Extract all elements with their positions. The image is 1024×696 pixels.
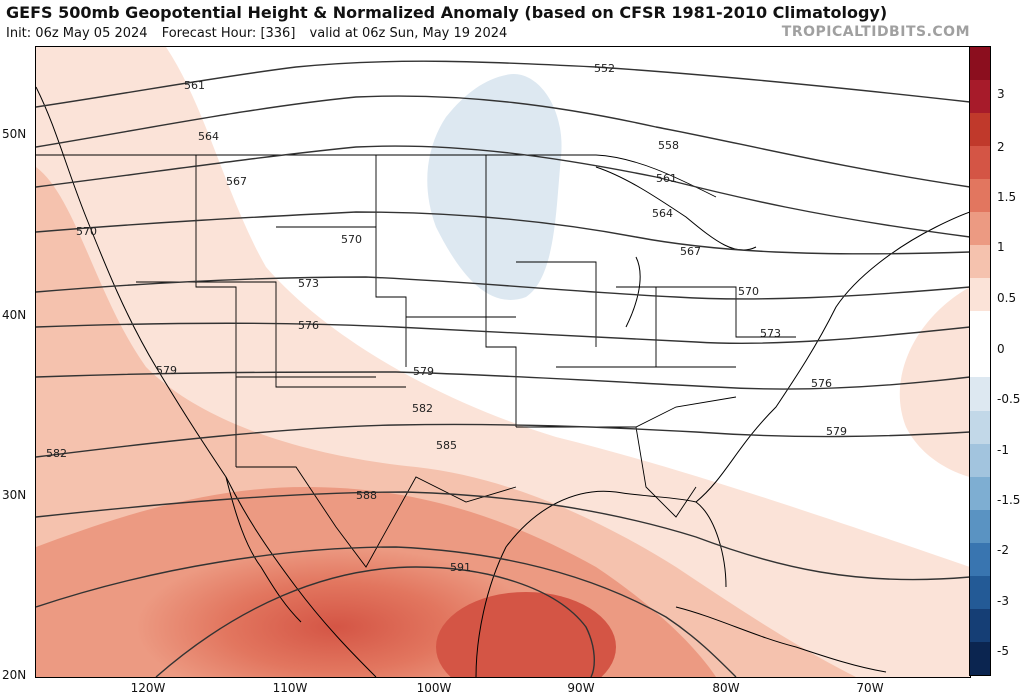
colorbar-segment xyxy=(970,245,990,279)
contour-label-576: 576 xyxy=(298,319,319,332)
contour-label-576b: 576 xyxy=(811,377,832,390)
lon-label-120w: 120W xyxy=(130,681,166,695)
contour-labels: 561 564 567 570 570 573 576 579 579 582 … xyxy=(46,62,847,574)
init-time: Init: 06z May 05 2024 xyxy=(6,26,148,41)
colorbar-tick: -2 xyxy=(997,543,1009,557)
colorbar-segment xyxy=(970,212,990,246)
contour-label-552: 552 xyxy=(594,62,615,75)
anomaly-colorbar xyxy=(969,46,991,676)
contour-label-564: 564 xyxy=(198,130,219,143)
colorbar-segment xyxy=(970,47,990,81)
colorbar-tick: -5 xyxy=(997,644,1009,658)
lon-label-70w: 70W xyxy=(856,681,884,695)
colorbar-tick: -1.5 xyxy=(997,493,1021,507)
height-contours xyxy=(36,60,970,677)
contour-label-579: 579 xyxy=(156,364,177,377)
map-svg: 561 564 567 570 570 573 576 579 579 582 … xyxy=(36,47,970,677)
contour-label-558: 558 xyxy=(658,139,679,152)
contour-label-579c: 579 xyxy=(826,425,847,438)
colorbar-segment xyxy=(970,410,990,444)
contour-label-561b: 561 xyxy=(656,172,677,185)
contour-label-582: 582 xyxy=(412,402,433,415)
colorbar-segment xyxy=(970,476,990,510)
valid-time: valid at 06z Sun, May 19 2024 xyxy=(309,26,508,41)
contour-label-567: 567 xyxy=(226,175,247,188)
colorbar-segment xyxy=(970,575,990,609)
colorbar-segment xyxy=(970,80,990,114)
lon-label-100w: 100W xyxy=(416,681,452,695)
colorbar-segment xyxy=(970,542,990,576)
lon-label-90w: 90W xyxy=(567,681,595,695)
lon-label-110w: 110W xyxy=(272,681,308,695)
anomaly-mexico-core xyxy=(136,547,536,677)
colorbar-tick: 1.5 xyxy=(997,190,1017,204)
contour-label-591: 591 xyxy=(450,561,471,574)
brand-watermark: TROPICALTIDBITS.COM xyxy=(781,24,970,40)
colorbar-segment xyxy=(970,377,990,411)
lat-label-30n: 30N xyxy=(2,488,27,502)
colorbar-tick: -1 xyxy=(997,443,1009,457)
colorbar-segment xyxy=(970,146,990,180)
contour-label-570b: 570 xyxy=(341,233,362,246)
lat-label-40n: 40N xyxy=(2,308,27,322)
colorbar-segment xyxy=(970,443,990,477)
contour-label-573b: 573 xyxy=(760,327,781,340)
colorbar-segment xyxy=(970,278,990,312)
colorbar-tick: 0 xyxy=(997,342,1005,356)
colorbar-segment xyxy=(970,641,990,675)
contour-label-573: 573 xyxy=(298,277,319,290)
colorbar-tick: 0.5 xyxy=(997,291,1017,305)
colorbar-tick: 2 xyxy=(997,140,1005,154)
colorbar-tick: -0.5 xyxy=(997,392,1021,406)
colorbar-tick: -3 xyxy=(997,594,1009,608)
map-subtitle: Init: 06z May 05 2024 Forecast Hour: [33… xyxy=(6,26,507,41)
contour-label-582b: 582 xyxy=(46,447,67,460)
map-title: GEFS 500mb Geopotential Height & Normali… xyxy=(6,3,888,22)
anomaly-gulf-core xyxy=(436,592,616,677)
colorbar-tick: 3 xyxy=(997,87,1005,101)
contour-label-570: 570 xyxy=(76,225,97,238)
contour-label-570c: 570 xyxy=(738,285,759,298)
contour-label-561: 561 xyxy=(184,79,205,92)
colorbar-segment xyxy=(970,113,990,147)
anomaly-east-coast-light xyxy=(899,287,970,477)
coastlines xyxy=(36,86,970,677)
map-panel[interactable]: 561 564 567 570 570 573 576 579 579 582 … xyxy=(35,46,971,678)
contour-label-567b: 567 xyxy=(680,245,701,258)
colorbar-segment xyxy=(970,344,990,378)
forecast-hour: Forecast Hour: [336] xyxy=(161,26,296,41)
colorbar-segment xyxy=(970,311,990,345)
lon-label-80w: 80W xyxy=(712,681,740,695)
anomaly-negative-upper-midwest xyxy=(427,73,562,300)
colorbar-tick: 1 xyxy=(997,240,1005,254)
colorbar-segment xyxy=(970,509,990,543)
contour-label-588: 588 xyxy=(356,489,377,502)
colorbar-segment xyxy=(970,179,990,213)
lat-label-20n: 20N xyxy=(2,668,27,682)
lat-label-50n: 50N xyxy=(2,127,27,141)
contour-label-579b: 579 xyxy=(413,365,434,378)
contour-label-564b: 564 xyxy=(652,207,673,220)
colorbar-segment xyxy=(970,608,990,642)
contour-label-585: 585 xyxy=(436,439,457,452)
